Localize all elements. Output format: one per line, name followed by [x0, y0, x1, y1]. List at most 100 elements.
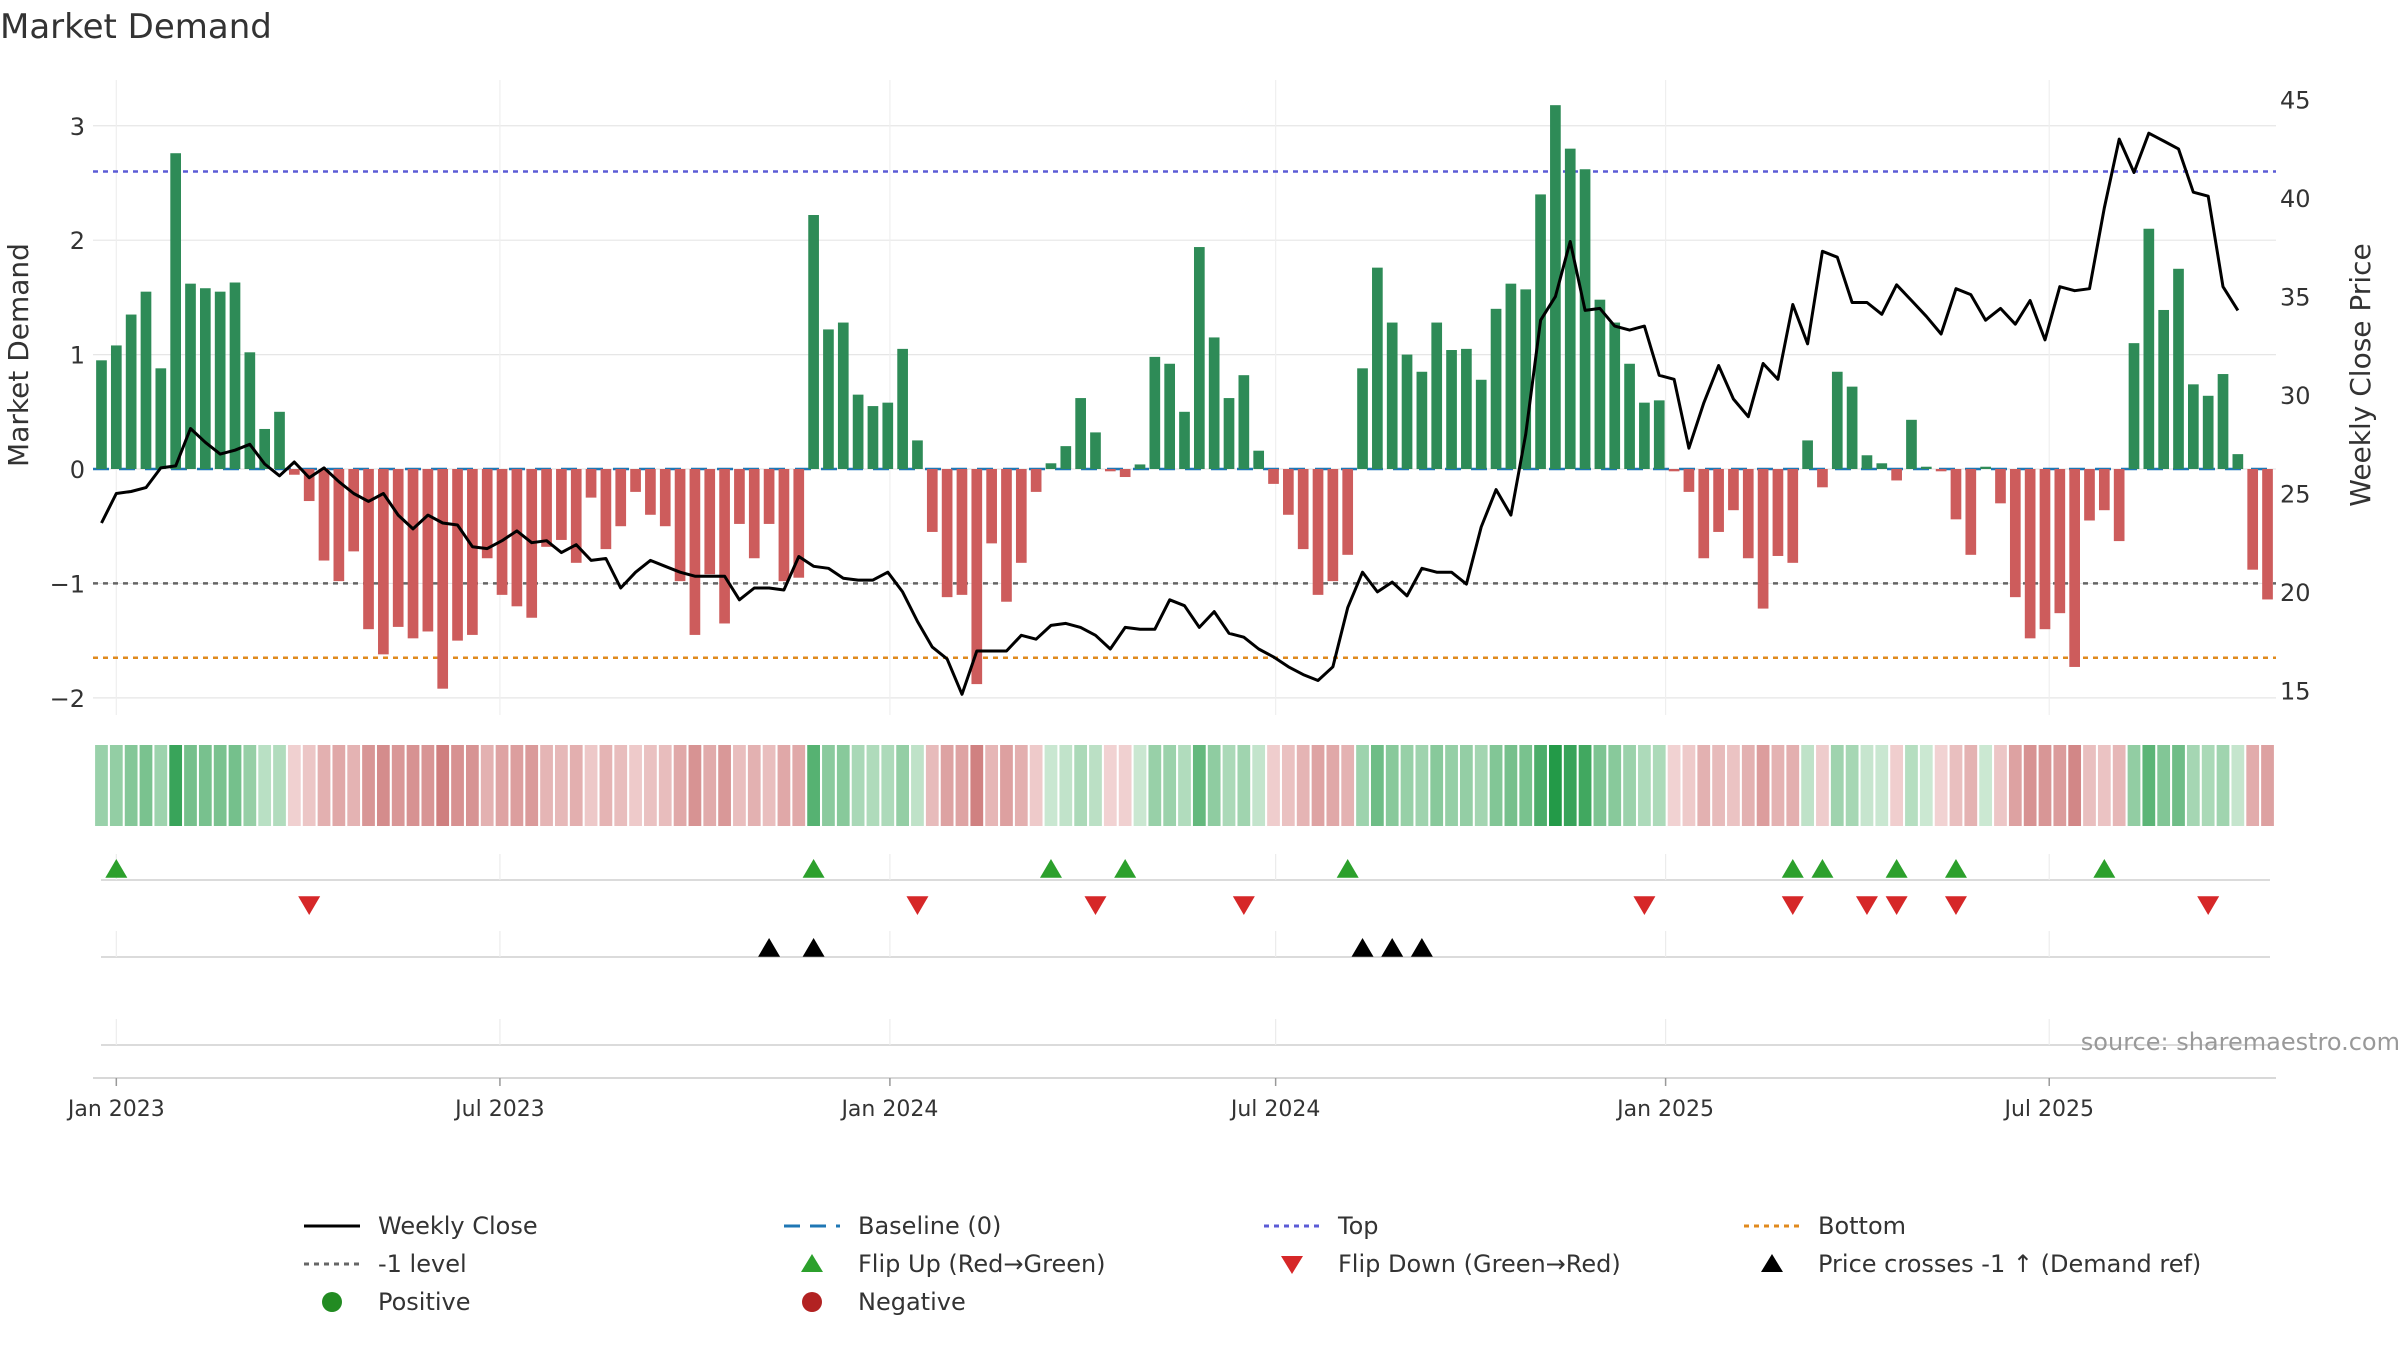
- heat-strip-cell: [273, 745, 286, 826]
- demand-heat-strip: [95, 745, 2274, 826]
- x-tick-label: Jul 2023: [453, 1097, 545, 1122]
- heat-strip-cell: [1549, 745, 1562, 826]
- positive-demand-bar: [1431, 322, 1443, 470]
- heat-strip-cell: [555, 745, 568, 826]
- negative-demand-bar: [1001, 469, 1012, 602]
- negative-demand-bar: [303, 469, 315, 502]
- flip-down-marker: [1084, 896, 1107, 915]
- flip-up-marker: [105, 859, 128, 878]
- negative-demand-bar: [763, 469, 775, 524]
- legend-label: Positive: [378, 1288, 471, 1316]
- heat-strip-cell: [822, 745, 835, 826]
- positive-demand-bar: [244, 352, 256, 470]
- legend-label: Flip Up (Red→Green): [858, 1250, 1106, 1278]
- heat-strip-cell: [851, 745, 865, 826]
- heat-strip-cell: [1845, 745, 1859, 826]
- heat-strip-cell: [1000, 745, 1013, 826]
- legend-flip-up: Flip Up (Red→Green): [780, 1246, 1106, 1282]
- heat-strip-cell: [1519, 745, 1533, 826]
- weekly-close-swatch-icon: [304, 1224, 360, 1228]
- heat-strip-cell: [673, 745, 687, 826]
- heat-strip-cell: [421, 745, 435, 826]
- heat-strip-cell: [391, 745, 405, 826]
- heat-strip-cell: [1148, 745, 1162, 826]
- heat-strip-cell: [1994, 745, 2007, 826]
- negative-demand-bar: [659, 469, 671, 527]
- price-cross-marker: [1381, 938, 1404, 957]
- y2-tick-label: 15: [2280, 677, 2311, 705]
- heat-strip-cell: [807, 745, 820, 826]
- heat-strip-cell: [376, 745, 390, 826]
- heat-strip-cell: [1593, 745, 1607, 826]
- positive-demand-bar: [1075, 398, 1086, 470]
- negative-demand-bar: [674, 469, 686, 582]
- heat-strip-cell: [1074, 745, 1088, 826]
- heat-strip-cell: [510, 745, 524, 826]
- flip-up-marker: [1781, 859, 1804, 878]
- heat-strip-cell: [198, 745, 212, 826]
- heat-strip-cell: [1252, 745, 1266, 826]
- heat-strip-cell: [1534, 745, 1547, 826]
- flip-up-marker: [1039, 859, 1062, 878]
- y2-tick-label: 40: [2280, 185, 2311, 213]
- legend: Weekly Close Baseline (0) Top Bottom -1 …: [300, 1208, 2201, 1318]
- heat-strip-cell: [747, 745, 761, 826]
- positive-demand-bar: [155, 368, 167, 470]
- negative-demand-bar: [1312, 469, 1324, 595]
- negative-demand-bar: [1935, 469, 1947, 472]
- heat-strip-cell: [1178, 745, 1191, 826]
- price-cross-marker: [758, 938, 781, 957]
- positive-demand-bar: [125, 314, 137, 470]
- heat-strip-cell: [1089, 745, 1102, 826]
- legend-label: -1 level: [378, 1250, 467, 1278]
- negative-demand-bar: [2054, 469, 2066, 614]
- flip-down-marker: [1232, 896, 1255, 915]
- negative-demand-bar: [600, 469, 612, 550]
- y-tick-label: 0: [70, 456, 85, 484]
- heat-strip-cell: [955, 745, 969, 826]
- positive-demand-bar: [229, 282, 241, 470]
- heat-strip-cell: [109, 745, 123, 826]
- legend-label: Baseline (0): [858, 1212, 1002, 1240]
- heat-strip-cell: [1044, 745, 1058, 826]
- negative-demand-bar: [556, 469, 567, 540]
- heat-strip-cell: [2083, 745, 2096, 826]
- negative-demand-bar: [1297, 469, 1309, 550]
- legend-label: Negative: [858, 1288, 966, 1316]
- flip-up-marker: [1336, 859, 1359, 878]
- flip-up-marker: [1114, 859, 1137, 878]
- flip-up-marker: [1885, 859, 1908, 878]
- heat-strip-cell: [1652, 745, 1666, 826]
- positive-demand-bar: [1802, 440, 1813, 470]
- y-tick-label: 1: [70, 342, 85, 370]
- negative-demand-bar: [1728, 469, 1739, 511]
- positive-demand-bar: [1550, 105, 1561, 470]
- positive-demand-bar: [823, 329, 834, 470]
- negative-demand-bar: [1104, 469, 1116, 472]
- negative-demand-bar: [2069, 469, 2080, 667]
- y2-axis-ticks: 15 20 25 30 35 40 45: [2280, 87, 2311, 706]
- heat-strip-cell: [1296, 745, 1310, 826]
- positive-demand-bar: [808, 215, 819, 470]
- heat-strip-cell: [1281, 745, 1295, 826]
- heat-strip-cell: [1786, 745, 1800, 826]
- negative-demand-bar: [734, 469, 745, 524]
- heat-strip-cell: [688, 745, 702, 826]
- y-tick-label: 3: [70, 113, 85, 141]
- heat-strip-cell: [1222, 745, 1236, 826]
- positive-demand-bar: [274, 411, 285, 470]
- heat-strip-cell: [406, 745, 420, 826]
- heat-strip-cell: [940, 745, 954, 826]
- heat-strip-cell: [1727, 745, 1740, 826]
- negative-demand-bar: [956, 469, 968, 595]
- circle-icon: [322, 1292, 342, 1312]
- negative-demand-bar: [1283, 469, 1294, 515]
- heat-strip-cell: [1029, 745, 1043, 826]
- triangle-down-icon: [1281, 1256, 1303, 1274]
- negative-demand-bar: [467, 469, 478, 635]
- heat-strip-cell: [169, 745, 183, 826]
- x-tick-label: Jul 2025: [2002, 1097, 2094, 1122]
- heat-strip-cell: [1875, 745, 1889, 826]
- flip-down-marker: [298, 896, 321, 915]
- flip-down-marker: [2197, 896, 2220, 915]
